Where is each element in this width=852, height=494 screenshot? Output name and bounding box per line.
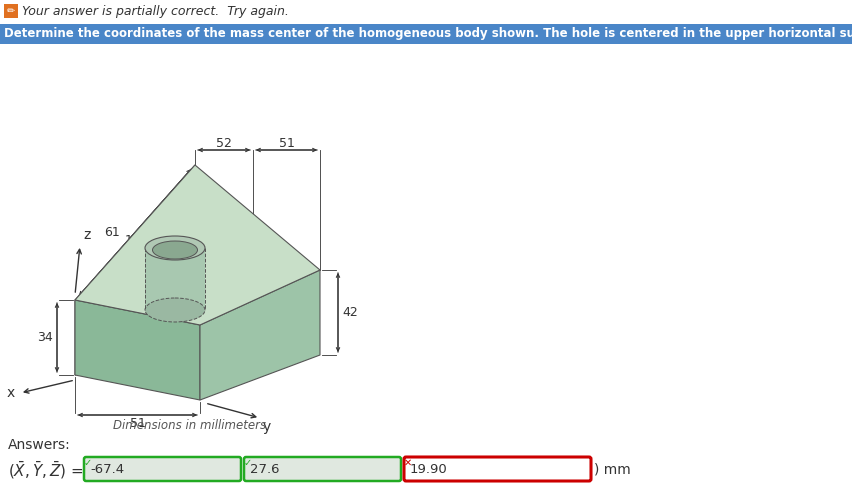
Text: Answers:: Answers: bbox=[8, 438, 71, 452]
FancyBboxPatch shape bbox=[4, 4, 18, 18]
Text: Your answer is partially correct.  Try again.: Your answer is partially correct. Try ag… bbox=[22, 4, 289, 17]
Ellipse shape bbox=[153, 241, 198, 259]
Text: $(\bar{X}, \bar{Y}, \bar{Z})$ =: $(\bar{X}, \bar{Y}, \bar{Z})$ = bbox=[8, 459, 85, 481]
Text: 61: 61 bbox=[104, 226, 120, 239]
Text: ✕: ✕ bbox=[404, 458, 412, 468]
FancyBboxPatch shape bbox=[404, 457, 591, 481]
Text: ✏: ✏ bbox=[7, 6, 15, 16]
Text: Determine the coordinates of the mass center of the homogeneous body shown. The : Determine the coordinates of the mass ce… bbox=[4, 28, 852, 41]
Polygon shape bbox=[75, 165, 320, 325]
Text: ✓: ✓ bbox=[244, 458, 252, 468]
Polygon shape bbox=[145, 248, 205, 310]
FancyBboxPatch shape bbox=[244, 457, 401, 481]
Text: 19.90: 19.90 bbox=[410, 462, 448, 476]
FancyBboxPatch shape bbox=[84, 457, 241, 481]
FancyBboxPatch shape bbox=[0, 24, 852, 44]
Text: ✓: ✓ bbox=[84, 458, 92, 468]
Text: 52: 52 bbox=[216, 136, 232, 150]
Text: 51: 51 bbox=[279, 136, 295, 150]
Text: 42: 42 bbox=[343, 306, 358, 319]
Text: Dimensions in millimeters: Dimensions in millimeters bbox=[113, 418, 267, 431]
Text: x: x bbox=[7, 386, 15, 400]
Text: 27.6: 27.6 bbox=[250, 462, 279, 476]
Ellipse shape bbox=[145, 236, 205, 260]
Text: 19: 19 bbox=[124, 234, 140, 247]
Text: ) mm: ) mm bbox=[594, 462, 630, 476]
Text: y: y bbox=[263, 420, 271, 434]
Polygon shape bbox=[75, 300, 200, 400]
Ellipse shape bbox=[145, 298, 205, 322]
Text: 34: 34 bbox=[37, 331, 53, 344]
Text: 51: 51 bbox=[130, 416, 146, 429]
Polygon shape bbox=[75, 165, 195, 375]
Text: z: z bbox=[83, 228, 90, 242]
Polygon shape bbox=[200, 270, 320, 400]
Text: -67.4: -67.4 bbox=[90, 462, 124, 476]
